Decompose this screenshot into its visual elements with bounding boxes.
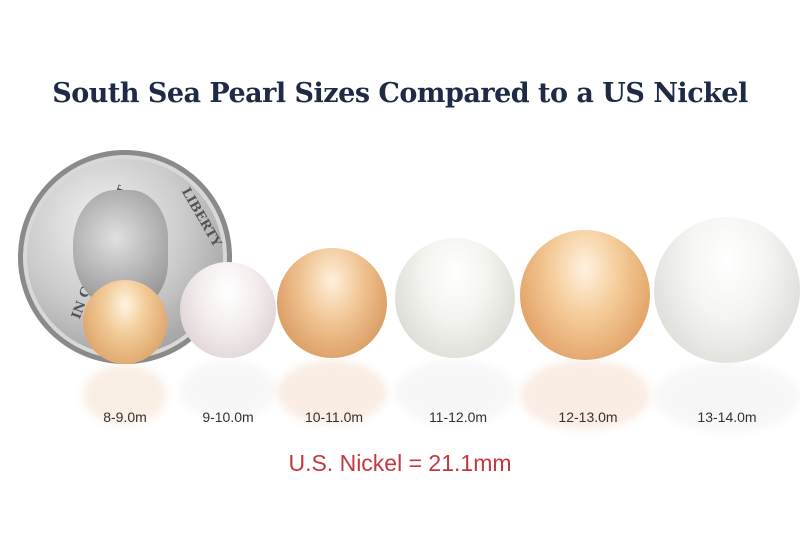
- pearl-9-10mm: [180, 262, 276, 358]
- pearl-size-label: 13-14.0m: [697, 409, 757, 425]
- pearl-13-14mm: [654, 217, 800, 363]
- nickel-size-note: U.S. Nickel = 21.1mm: [288, 450, 512, 476]
- pearl-size-label: 8-9.0m: [103, 409, 147, 425]
- page-title: South Sea Pearl Sizes Compared to a US N…: [52, 78, 748, 109]
- pearl-8-9mm: [83, 280, 167, 364]
- pearl-10-11mm: [277, 248, 387, 358]
- pearl-size-label: 9-10.0m: [202, 409, 254, 425]
- pearl-size-label: 11-12.0m: [428, 409, 488, 425]
- coin-inscription-right: LIBERTY: [177, 185, 224, 250]
- pearl-12-13mm: [520, 230, 650, 360]
- pearl-size-label: 10-11.0m: [304, 409, 364, 425]
- pearl-size-label: 12-13.0m: [558, 409, 618, 425]
- pearl-11-12mm: [395, 238, 515, 358]
